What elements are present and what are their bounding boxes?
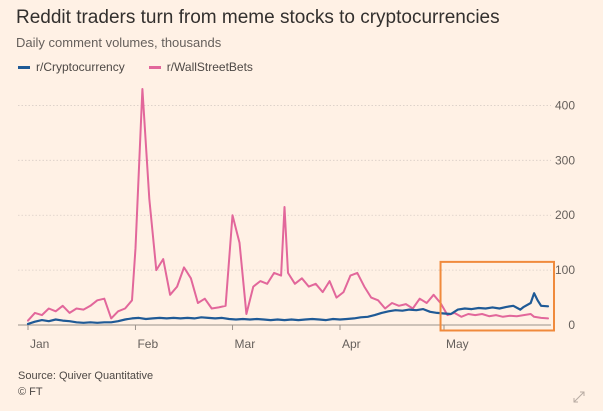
chart-title: Reddit traders turn from meme stocks to … — [16, 7, 500, 28]
chart-legend: r/Cryptocurrency r/WallStreetBets — [18, 60, 253, 74]
source-note: Source: Quiver Quantitative — [18, 370, 154, 382]
x-tick-label: Feb — [137, 337, 158, 351]
y-tick-label: 200 — [555, 208, 575, 222]
x-tick-label: Jan — [30, 337, 49, 351]
highlight-box — [439, 260, 555, 332]
y-tick-label: 400 — [555, 98, 575, 112]
series-line-crypto — [26, 292, 550, 325]
y-tick-label: 300 — [555, 153, 575, 167]
copyright-note: © FT — [18, 386, 43, 398]
legend-swatch-crypto — [18, 65, 30, 69]
legend-item-wsb: r/WallStreetBets — [148, 60, 253, 74]
y-tick-label: 100 — [555, 263, 575, 277]
y-tick-label: 0 — [568, 318, 575, 332]
legend-item-crypto: r/Cryptocurrency — [18, 60, 125, 74]
legend-label-crypto: r/Cryptocurrency — [36, 60, 125, 74]
series-line-wsb — [27, 88, 549, 322]
x-tick-label: Apr — [342, 337, 361, 351]
x-tick-label: May — [446, 337, 469, 351]
legend-swatch-wsb — [148, 65, 161, 69]
chart-subtitle: Daily comment volumes, thousands — [16, 35, 222, 50]
legend-label-wsb: r/WallStreetBets — [166, 60, 253, 74]
expand-icon[interactable] — [573, 391, 585, 403]
x-tick-label: Mar — [235, 337, 256, 351]
